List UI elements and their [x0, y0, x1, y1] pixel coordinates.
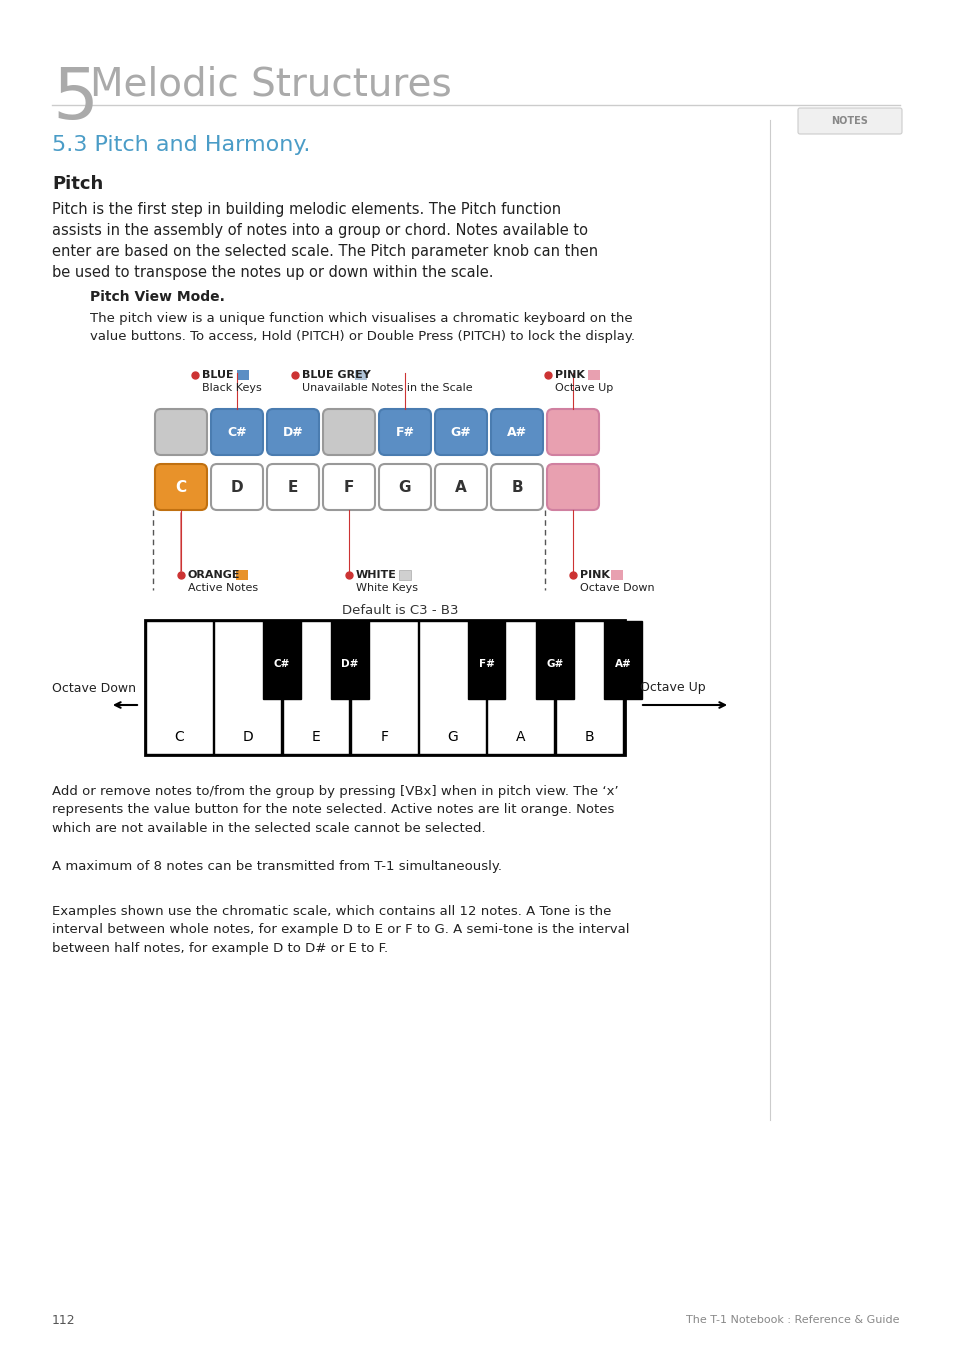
Text: G#: G#	[546, 659, 563, 670]
Text: A#: A#	[506, 425, 526, 439]
Bar	[467, 621, 505, 699]
Text: 112: 112	[52, 1314, 75, 1327]
Text: Pitch: Pitch	[52, 176, 103, 193]
Text: Add or remove notes to/from the group by pressing [VBx] when in pitch view. The : Add or remove notes to/from the group by…	[52, 784, 618, 836]
Text: Octave Up: Octave Up	[555, 383, 613, 393]
Text: The pitch view is a unique function which visualises a chromatic keyboard on the: The pitch view is a unique function whic…	[90, 312, 635, 343]
Text: F#: F#	[478, 659, 494, 670]
Text: Pitch is the first step in building melodic elements. The Pitch function
assists: Pitch is the first step in building melo…	[52, 202, 598, 279]
Bar	[331, 621, 369, 699]
Text: G#: G#	[450, 425, 471, 439]
Text: BLUE: BLUE	[202, 370, 233, 379]
Bar	[536, 621, 573, 699]
FancyBboxPatch shape	[491, 409, 542, 455]
Text: Pitch View Mode.: Pitch View Mode.	[90, 290, 225, 304]
FancyBboxPatch shape	[355, 370, 367, 379]
Text: C#: C#	[227, 425, 247, 439]
Text: Black Keys: Black Keys	[202, 383, 261, 393]
Bar	[351, 621, 417, 755]
FancyBboxPatch shape	[378, 409, 431, 455]
Bar	[556, 621, 622, 755]
Text: PINK: PINK	[555, 370, 584, 379]
FancyBboxPatch shape	[235, 570, 248, 580]
Text: Default is C3 - B3: Default is C3 - B3	[341, 603, 457, 617]
Text: F: F	[343, 479, 354, 494]
Bar	[418, 621, 485, 755]
Text: White Keys: White Keys	[355, 583, 417, 593]
FancyBboxPatch shape	[323, 464, 375, 510]
Bar	[214, 621, 281, 755]
Text: Melodic Structures: Melodic Structures	[90, 65, 452, 103]
Text: BLUE GREY: BLUE GREY	[302, 370, 371, 379]
Text: C#: C#	[274, 659, 290, 670]
Bar	[145, 620, 624, 755]
FancyBboxPatch shape	[211, 464, 263, 510]
Bar	[263, 621, 300, 699]
Text: D#: D#	[282, 425, 303, 439]
Text: D#: D#	[341, 659, 358, 670]
Text: Octave Down: Octave Down	[579, 583, 654, 593]
Text: B: B	[583, 730, 594, 744]
Text: A maximum of 8 notes can be transmitted from T-1 simultaneously.: A maximum of 8 notes can be transmitted …	[52, 860, 501, 873]
FancyBboxPatch shape	[236, 370, 249, 379]
Text: C: C	[174, 730, 184, 744]
Text: A: A	[516, 730, 525, 744]
Text: 5.3 Pitch and Harmony.: 5.3 Pitch and Harmony.	[52, 135, 310, 155]
Bar	[282, 621, 349, 755]
FancyBboxPatch shape	[435, 464, 486, 510]
Text: A#: A#	[615, 659, 631, 670]
FancyBboxPatch shape	[610, 570, 622, 580]
FancyBboxPatch shape	[398, 570, 411, 580]
Text: Octave Down: Octave Down	[52, 682, 136, 694]
FancyBboxPatch shape	[267, 464, 318, 510]
Text: ORANGE: ORANGE	[188, 570, 240, 580]
Text: B: B	[511, 479, 522, 494]
Bar	[604, 621, 641, 699]
Text: E: E	[312, 730, 320, 744]
Text: Examples shown use the chromatic scale, which contains all 12 notes. A Tone is t: Examples shown use the chromatic scale, …	[52, 904, 629, 954]
Text: A: A	[455, 479, 466, 494]
Text: Unavailable Notes in the Scale: Unavailable Notes in the Scale	[302, 383, 472, 393]
Text: 5: 5	[52, 65, 98, 134]
FancyBboxPatch shape	[546, 464, 598, 510]
FancyBboxPatch shape	[323, 409, 375, 455]
FancyBboxPatch shape	[211, 409, 263, 455]
Text: The T-1 Notebook : Reference & Guide: The T-1 Notebook : Reference & Guide	[686, 1315, 899, 1324]
FancyBboxPatch shape	[378, 464, 431, 510]
Text: C: C	[175, 479, 187, 494]
Text: Active Notes: Active Notes	[188, 583, 258, 593]
Text: F#: F#	[395, 425, 414, 439]
FancyBboxPatch shape	[587, 370, 599, 379]
Bar	[146, 621, 213, 755]
Text: D: D	[242, 730, 253, 744]
Bar	[487, 621, 554, 755]
Text: Octave Up: Octave Up	[639, 682, 705, 694]
FancyBboxPatch shape	[546, 409, 598, 455]
Text: G: G	[398, 479, 411, 494]
FancyBboxPatch shape	[435, 409, 486, 455]
FancyBboxPatch shape	[797, 108, 901, 134]
Text: E: E	[288, 479, 298, 494]
FancyBboxPatch shape	[154, 409, 207, 455]
Text: NOTES: NOTES	[831, 116, 867, 126]
Text: WHITE: WHITE	[355, 570, 396, 580]
Text: G: G	[447, 730, 457, 744]
FancyBboxPatch shape	[491, 464, 542, 510]
Text: D: D	[231, 479, 243, 494]
Text: PINK: PINK	[579, 570, 609, 580]
Text: F: F	[380, 730, 388, 744]
FancyBboxPatch shape	[154, 464, 207, 510]
FancyBboxPatch shape	[267, 409, 318, 455]
